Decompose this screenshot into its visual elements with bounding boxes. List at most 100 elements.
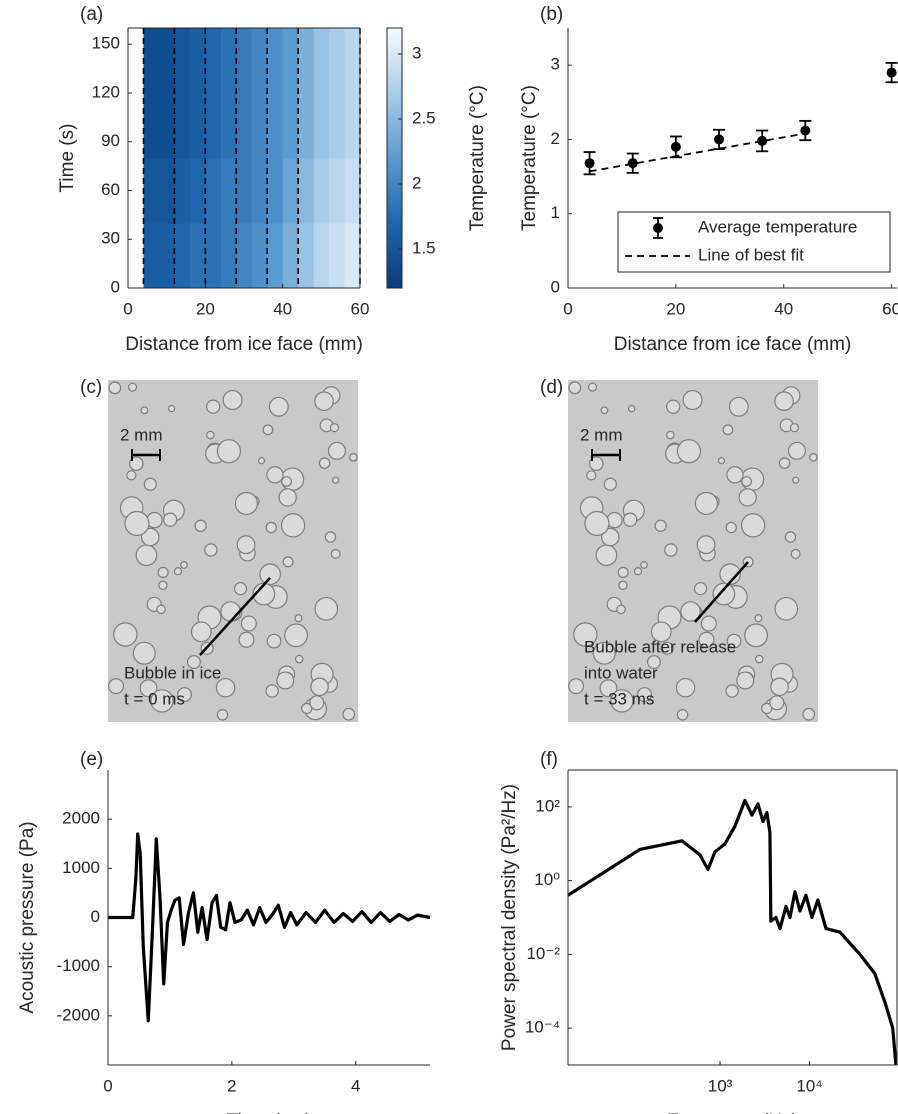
bubble [633,567,643,576]
bubble [265,684,279,698]
bubble [140,406,149,415]
bubble [592,641,616,665]
heatmap-cell [220,223,237,289]
bubble [616,604,626,615]
bubble [143,477,157,491]
heatmap-cell [282,93,299,159]
bubble [215,677,236,698]
y-tick-label: 0 [111,277,120,296]
bubble [568,381,582,395]
colorbar [386,27,403,289]
line-series [567,798,898,1066]
heatmap-cell [158,28,175,94]
x-tick-label: 4 [351,1076,360,1095]
panel-label: (d) [540,377,563,398]
heatmap-cell [313,28,330,94]
caption: Bubble after release [584,637,736,656]
bubble [216,439,242,464]
bubble [650,621,672,643]
bubble [741,476,753,487]
bubble [139,679,158,698]
bubble [675,677,696,698]
heatmap-cell [143,223,160,289]
colorbar-tick-label: 2.5 [412,108,436,127]
heatmap-cell [298,28,315,94]
caption: Bubble in ice [124,663,221,682]
bubble [774,596,799,621]
heatmap-cell [189,158,206,224]
bubble [233,582,248,596]
bubble [204,543,218,557]
y-tick-label: 0 [551,277,560,296]
heatmap-cell [174,223,191,289]
caption: into water [584,663,658,682]
colorbar-tick-label: 2 [412,173,421,192]
bubble [157,566,169,578]
y-axis-label: Acoustic pressure (Pa) [17,821,38,1013]
y-tick-label: 150 [92,34,120,53]
x-tick-label: 20 [196,299,215,318]
bubble [282,556,294,568]
bubble [265,521,277,534]
bubble [257,457,266,465]
bubble [194,519,207,532]
y-tick-label: 10⁻² [526,944,560,963]
y-tick-label: 60 [101,180,120,199]
bubble [666,430,675,440]
bubble [135,544,158,567]
heatmap-cell [236,223,253,289]
bubble [725,521,737,534]
bubble [113,622,138,647]
bubble [726,633,742,649]
bubble [600,527,620,547]
bubble [584,510,610,537]
heatmap-cell [344,28,361,94]
bubble [698,631,715,648]
x-tick-label: 0 [123,299,132,318]
bubble [349,453,358,462]
bubble [792,476,800,484]
bubble [190,621,212,643]
bubble [281,476,293,487]
bubble [108,678,125,695]
y-tick-label: 0 [91,907,100,926]
x-tick-label: 40 [273,299,292,318]
bubble [603,477,617,491]
bubble [738,488,757,507]
panel-label: (c) [80,377,102,398]
heatmap-cell [220,28,237,94]
heatmap-cell [344,93,361,159]
heatmap-cell [267,93,284,159]
bubble [676,709,689,721]
bubble [150,689,174,713]
bubble [725,684,739,698]
x-tick-label: 10³ [708,1076,733,1095]
bubble [754,654,764,664]
bubble [617,566,629,578]
panel-label: (e) [80,749,103,770]
bubble [278,488,297,507]
heatmap-cell [267,223,284,289]
bubble [240,615,257,632]
bubble [640,561,648,569]
bubble [618,580,628,590]
bubble [595,544,618,567]
bubble [177,687,192,703]
heatmap-cell [158,158,175,224]
bubble [809,453,818,462]
legend-box [617,211,891,273]
bubble [329,423,340,433]
caption: t = 33 ms [584,689,654,708]
bubble [173,567,183,576]
bubble [314,391,334,411]
heatmap-cell [329,223,346,289]
line-series [108,832,431,1023]
photo [568,380,818,722]
bubble [262,424,274,436]
y-tick-label: 2 [551,129,560,148]
bubble [309,695,325,711]
x-tick-label: 0 [103,1076,112,1095]
y-axis-label: Temperature (°C) [519,85,540,231]
x-axis-label: Distance from ice face (mm) [125,334,363,355]
legend-label: Line of best fit [698,245,804,264]
